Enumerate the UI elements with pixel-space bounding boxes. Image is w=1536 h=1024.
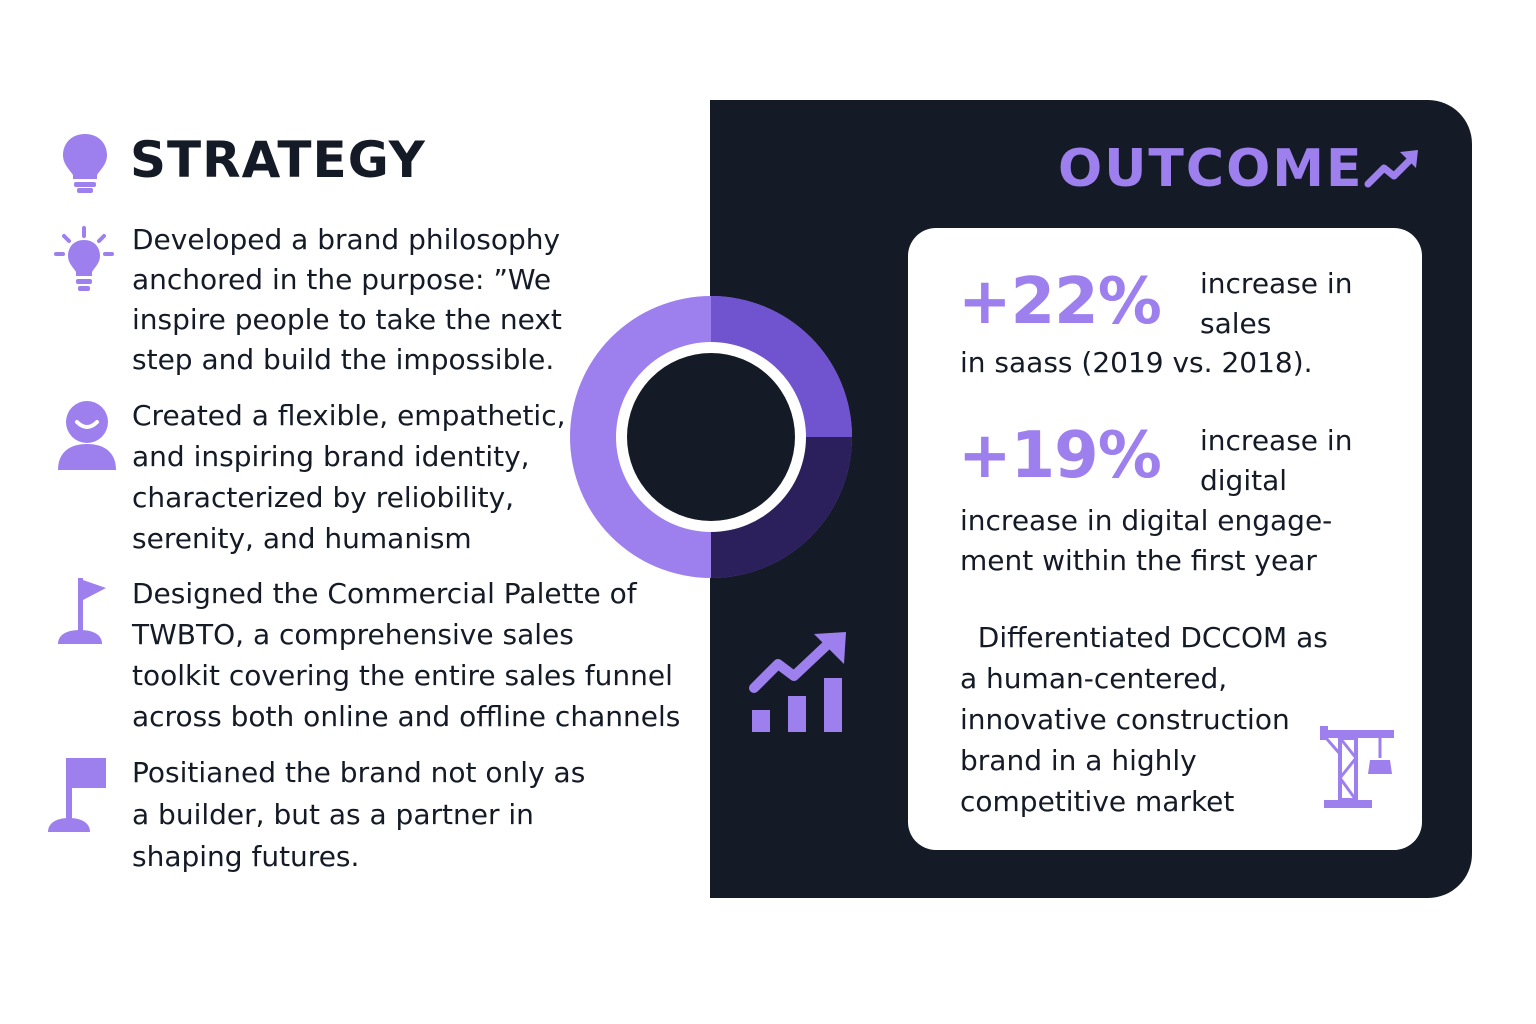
flag-small-icon xyxy=(58,578,106,644)
strategy-item-3-line-1: Designed the Commercial Palette of xyxy=(132,577,637,610)
strategy-item-2-line-2: and inspiring brand identity, xyxy=(132,440,530,473)
differentiator-line-4: brand in a highly xyxy=(960,744,1197,777)
differentiator-line-5: competitive market xyxy=(960,785,1235,818)
trend-arrow-icon xyxy=(1364,150,1418,188)
outcome-card xyxy=(908,228,1422,850)
strategy-item-1-line-3: inspire people to take the next xyxy=(132,303,562,336)
person-smile-icon xyxy=(58,401,116,470)
differentiator-line-1: Differentiated DCCOM as xyxy=(960,621,1328,654)
differentiator-line-3: innovative construction xyxy=(960,703,1290,736)
strategy-item-1-line-4: step and build the impossible. xyxy=(132,343,555,376)
stat-sales-side-line-1: increase in xyxy=(1200,267,1353,300)
strategy-item-4-line-3: shaping futures. xyxy=(132,840,360,873)
strategy-item-2-line-3: characterized by reliobility, xyxy=(132,481,515,514)
flag-icon xyxy=(48,758,106,832)
strategy-item-3-line-2: TWBTO, a comprehensive sales xyxy=(132,618,574,651)
stat-sales-value: +22% xyxy=(958,265,1162,339)
stat-digital-value: +19% xyxy=(958,419,1162,493)
strategy-item-2-line-4: serenity, and humanism xyxy=(132,522,472,555)
strategy-item-2-line-1: Created a flexible, empathetic, xyxy=(132,399,566,432)
lightbulb-rays-icon xyxy=(54,226,114,291)
donut-ring-icon xyxy=(570,296,852,578)
stat-digital-detail-line-1: increase in digital engage- xyxy=(960,504,1333,537)
stat-sales-side-line-2: sales xyxy=(1200,307,1272,340)
strategy-title: STRATEGY xyxy=(130,131,426,189)
stat-digital-side-line-2: digital xyxy=(1200,464,1288,497)
stat-digital-detail-line-2: ment within the first year xyxy=(960,544,1317,577)
strategy-item-1-line-1: Developed a brand philosophy xyxy=(132,223,561,256)
lightbulb-icon xyxy=(63,134,107,193)
stat-sales-detail: in saass (2019 vs. 2018). xyxy=(960,346,1313,379)
bar-chart-growth-icon xyxy=(749,632,846,732)
strategy-item-4-line-1: Positianed the brand not only as xyxy=(132,756,586,789)
strategy-item-4-line-2: a builder, but as a partner in xyxy=(132,798,534,831)
strategy-item-1-line-2: anchored in the purpose: ”We xyxy=(132,263,552,296)
differentiator-line-2: a human-centered, xyxy=(960,662,1228,695)
crane-icon xyxy=(1320,726,1394,808)
outcome-title: OUTCOME xyxy=(1058,139,1364,199)
strategy-item-3-line-4: across both online and offline channels xyxy=(132,700,681,733)
stat-digital-side-line-1: increase in xyxy=(1200,424,1353,457)
strategy-item-3-line-3: toolkit covering the entire sales funnel xyxy=(132,659,673,692)
